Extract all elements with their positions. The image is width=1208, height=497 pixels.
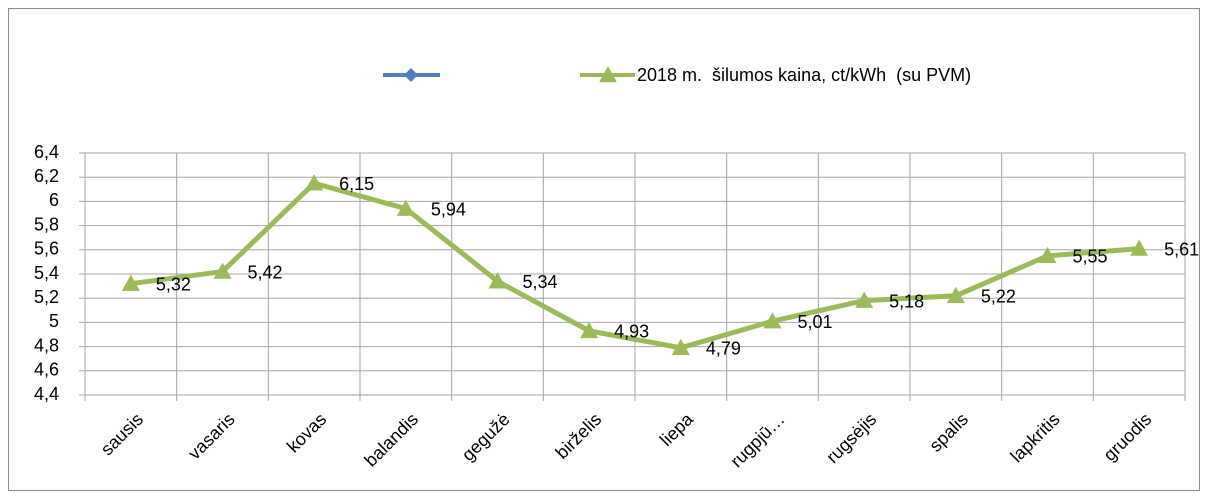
data-label: 5,22 — [981, 287, 1016, 307]
data-label: 5,61 — [1164, 239, 1199, 259]
line — [130, 180, 1140, 351]
point — [580, 321, 599, 339]
y-tick-label: 5,2 — [34, 287, 59, 307]
data-label: 5,18 — [889, 291, 924, 311]
point — [1038, 246, 1057, 264]
point — [763, 312, 782, 329]
legend-label: 2018 m. šilumos kaina, ct/kWh (su PVM) — [637, 65, 971, 85]
point — [305, 174, 324, 191]
point — [121, 274, 140, 291]
data-label: 5,34 — [523, 272, 558, 292]
y-tick-label: 6 — [49, 190, 59, 210]
data-label: 5,42 — [248, 262, 283, 282]
legend-marker — [599, 66, 617, 83]
data-label: 5,32 — [156, 274, 191, 294]
data-label: 5,94 — [431, 199, 466, 219]
y-tick-label: 6,2 — [34, 166, 59, 186]
data-label: 6,15 — [339, 174, 374, 194]
point — [946, 286, 965, 303]
y-tick-label: 5 — [49, 311, 59, 331]
y-tick-label: 5,4 — [34, 263, 59, 283]
point — [671, 338, 690, 356]
y-tick-label: 6,4 — [34, 142, 59, 162]
data-label: 4,93 — [614, 322, 649, 342]
point — [213, 262, 232, 279]
data-label: 4,79 — [706, 339, 741, 359]
y-tick-label: 4,8 — [34, 335, 59, 355]
y-tick-label: 5,8 — [34, 214, 59, 234]
point — [396, 199, 415, 216]
point — [1130, 239, 1149, 256]
data-label: 5,01 — [798, 312, 833, 332]
y-tick-label: 5,6 — [34, 239, 59, 259]
legend-marker — [404, 68, 418, 82]
y-tick-label: 4,6 — [34, 360, 59, 380]
data-label: 5,55 — [1073, 247, 1108, 267]
point — [855, 291, 874, 308]
y-tick-label: 4,4 — [34, 384, 59, 404]
point — [488, 272, 507, 289]
